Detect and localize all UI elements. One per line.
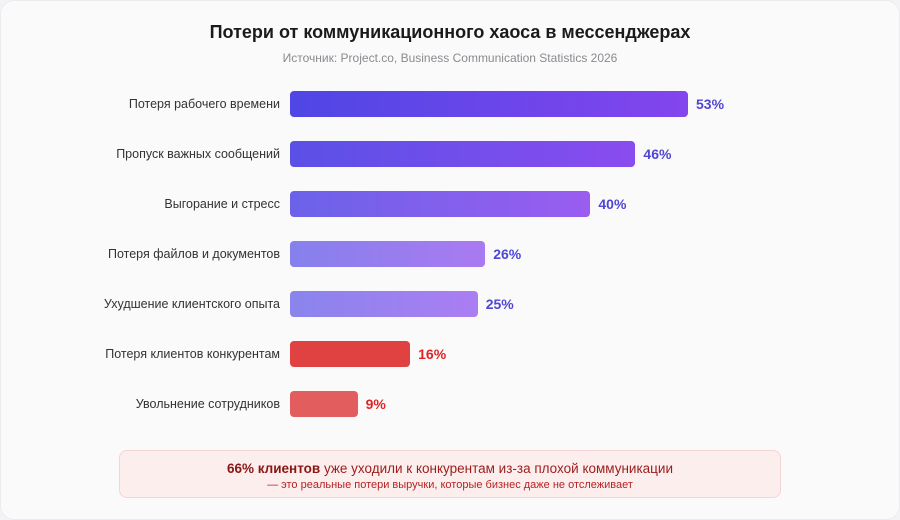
callout-main: 66% клиентов уже уходили к конкурентам и… xyxy=(120,461,780,476)
chart-title: Потери от коммуникационного хаоса в месс… xyxy=(209,22,691,42)
category-label: Увольнение сотрудников xyxy=(135,397,280,411)
bar xyxy=(290,91,688,117)
value-label: 46% xyxy=(643,146,672,162)
category-label: Выгорание и стресс xyxy=(164,197,280,211)
category-label: Потеря рабочего времени xyxy=(128,97,280,111)
value-label: 53% xyxy=(696,96,725,112)
callout-highlight: 66% клиентов xyxy=(226,461,321,476)
callout-text: уже уходили к конкурентам из-за плохой к… xyxy=(320,461,673,476)
value-label: 25% xyxy=(485,296,514,312)
bar xyxy=(290,291,478,317)
value-label: 40% xyxy=(598,196,627,212)
category-label: Потеря файлов и документов xyxy=(107,247,280,261)
bar xyxy=(290,141,636,167)
value-label: 9% xyxy=(365,396,386,412)
callout-note: 66% клиентов уже уходили к конкурентам и… xyxy=(119,450,781,498)
bar xyxy=(290,391,358,417)
callout-sub: — это реальные потери выручки, которые б… xyxy=(267,479,633,491)
value-label: 16% xyxy=(418,346,447,362)
bar xyxy=(290,341,411,367)
bar xyxy=(290,241,486,267)
category-label: Потеря клиентов конкурентам xyxy=(105,347,280,361)
category-label: Пропуск важных сообщений xyxy=(116,147,280,161)
value-label: 26% xyxy=(493,246,522,262)
category-label: Ухудшение клиентского опыта xyxy=(103,297,280,311)
chart-subtitle: Источник: Project.co, Business Communica… xyxy=(282,51,618,65)
bar xyxy=(290,191,591,217)
